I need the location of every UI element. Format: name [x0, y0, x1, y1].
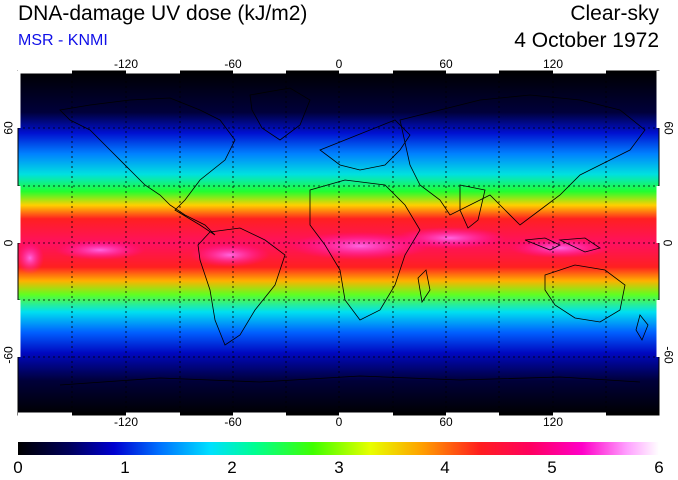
lon-tick-top: -60: [224, 57, 242, 71]
graticule: [18, 71, 659, 415]
lat-tick-left: 60: [1, 121, 16, 135]
colorbar-label: 1: [120, 458, 130, 477]
colorbar-label: 3: [334, 458, 344, 477]
lon-tick-bottom: 120: [542, 415, 564, 429]
lon-tick-top: 120: [542, 57, 564, 71]
lon-tick-bottom: -60: [224, 415, 242, 429]
lon-tick-top: -120: [113, 57, 139, 71]
lat-tick-right: -60: [661, 346, 676, 364]
lon-tick-bottom: -120: [113, 415, 139, 429]
lat-tick-right: 0: [660, 239, 675, 247]
lon-tick-bottom: 0: [335, 415, 343, 429]
colorbar-label: 5: [547, 458, 557, 477]
page-title: DNA-damage UV dose (kJ/m2): [18, 2, 308, 25]
lat-tick-right: 60: [661, 121, 676, 135]
frame-ticks: [17, 70, 660, 416]
colorbar: [18, 442, 659, 455]
colorbar-label: 0: [13, 458, 23, 477]
colorbar-label: 2: [227, 458, 237, 477]
lat-tick-left: -60: [1, 346, 16, 364]
lon-tick-top: 60: [439, 57, 453, 71]
lat-tick-left: 0: [1, 239, 16, 247]
coastlines: [59, 87, 649, 386]
colorbar-label: 6: [654, 458, 664, 477]
hotspots: [16, 227, 610, 274]
lon-tick-top: 0: [335, 57, 343, 71]
colorbar-label: 4: [440, 458, 450, 477]
date-label: 4 October 1972: [514, 29, 659, 52]
source-label: MSR - KNMI: [18, 32, 108, 49]
lon-tick-bottom: 60: [439, 415, 453, 429]
sky-condition-label: Clear-sky: [570, 2, 659, 25]
